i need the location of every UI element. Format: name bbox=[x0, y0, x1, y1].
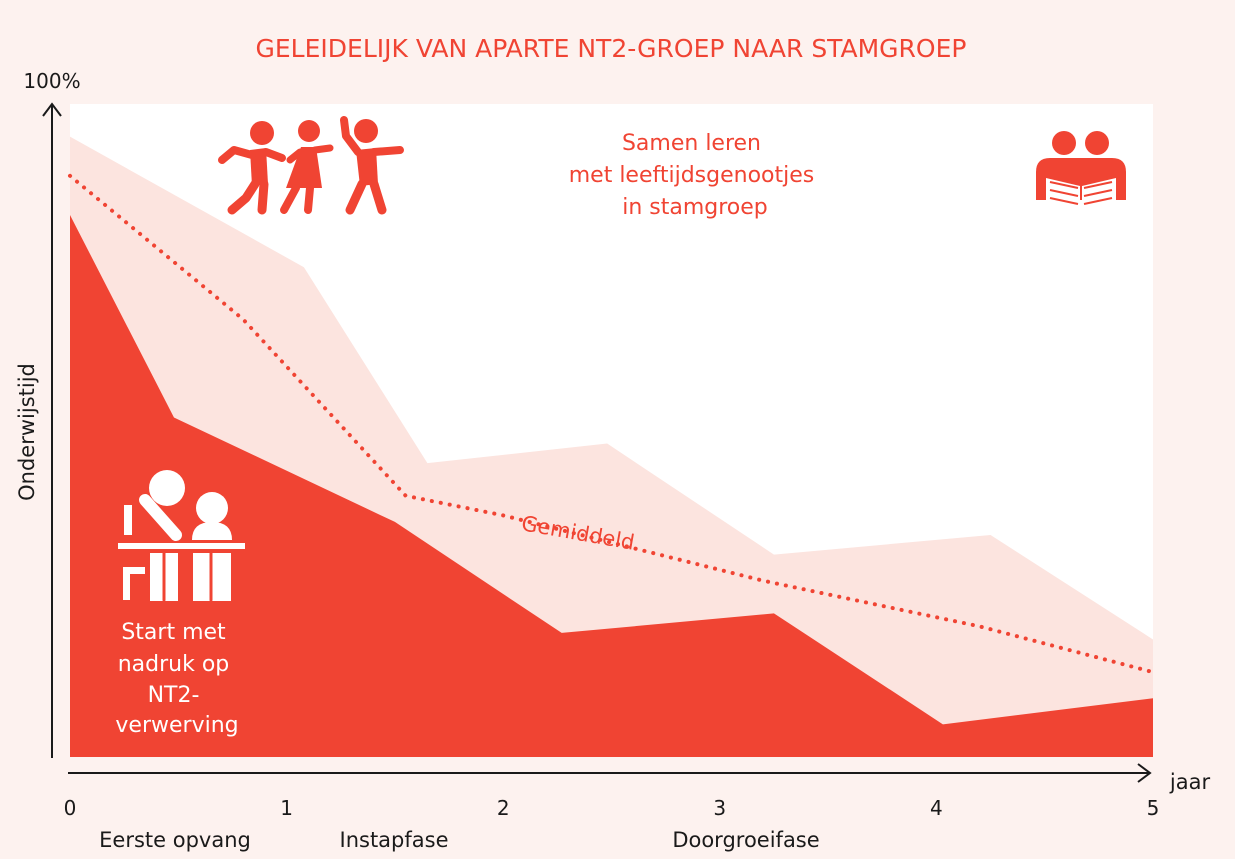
bottom-annotation: Start met nadruk op NT2- verwerving bbox=[115, 620, 238, 738]
y-axis-arrow bbox=[42, 102, 62, 117]
x-tick-label: 1 bbox=[280, 796, 293, 820]
bottom-annotation-line: Start met bbox=[121, 620, 226, 645]
dark-area bbox=[70, 215, 1153, 757]
phase-label: Instapfase bbox=[340, 828, 449, 852]
y-top-label: 100% bbox=[23, 69, 80, 93]
y-axis-label: Onderwijstijd bbox=[15, 363, 39, 501]
phase-label: Eerste opvang bbox=[99, 828, 251, 852]
top-annotation-line: in stamgroep bbox=[622, 195, 768, 220]
chart-title: GELEIDELIJK VAN APARTE NT2-GROEP NAAR ST… bbox=[256, 34, 967, 63]
phase-label: Doorgroeifase bbox=[672, 828, 819, 852]
top-annotation: Samen leren met leeftijdsgenootjes in st… bbox=[569, 131, 822, 220]
desk-learners-icon bbox=[118, 470, 245, 602]
x-axis-label: jaar bbox=[1169, 770, 1211, 794]
x-tick-label: 5 bbox=[1147, 796, 1160, 820]
x-tick-label: 3 bbox=[713, 796, 726, 820]
running-children-icon bbox=[218, 116, 404, 215]
reading-pair-icon bbox=[1036, 131, 1126, 216]
bottom-annotation-line: NT2- bbox=[148, 683, 200, 708]
x-axis-arrow bbox=[1137, 763, 1152, 783]
x-tick-label: 2 bbox=[497, 796, 510, 820]
bottom-annotation-line: nadruk op bbox=[118, 652, 230, 677]
top-annotation-line: met leeftijdsgenootjes bbox=[569, 163, 815, 188]
average-dotted-line bbox=[68, 173, 1155, 675]
top-annotation-line: Samen leren bbox=[622, 131, 761, 156]
x-tick-label: 4 bbox=[930, 796, 943, 820]
x-tick-label: 0 bbox=[64, 796, 77, 820]
bottom-annotation-line: verwerving bbox=[115, 713, 238, 738]
